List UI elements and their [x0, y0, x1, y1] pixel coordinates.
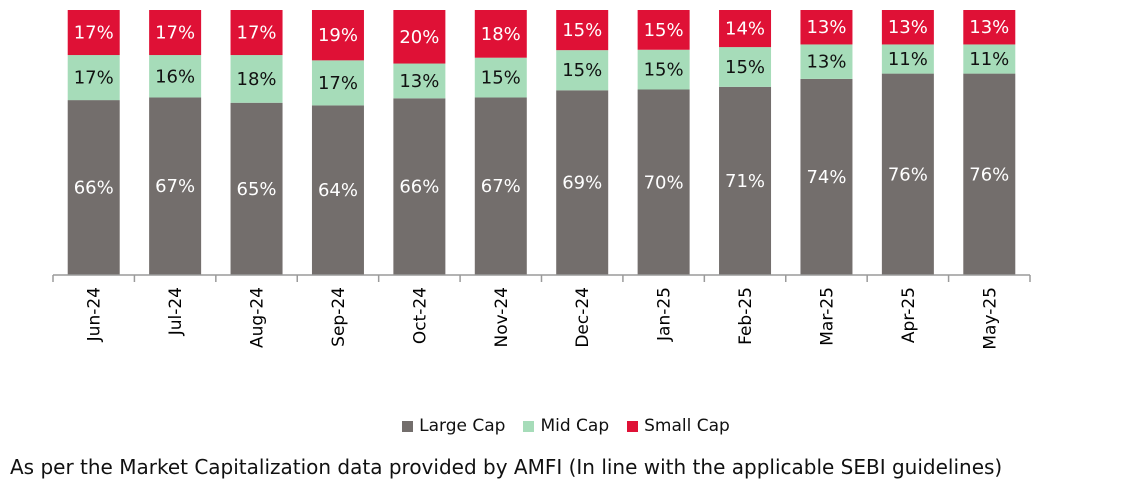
data-label-mid-cap-8: 15%: [725, 57, 765, 78]
bar-mid-cap-2: [230, 55, 283, 103]
data-label-mid-cap-11: 11%: [969, 49, 1009, 70]
data-label-small-cap-3: 19%: [318, 25, 358, 46]
bar-mid-cap-3: [311, 60, 364, 106]
bar-large-cap-2: [230, 102, 283, 275]
bar-mid-cap-10: [881, 44, 934, 74]
data-label-mid-cap-9: 13%: [806, 52, 846, 73]
data-label-small-cap-2: 17%: [237, 23, 277, 44]
data-label-mid-cap-6: 15%: [562, 60, 602, 81]
data-label-large-cap-1: 67%: [155, 176, 195, 197]
x-tick-label-0: Jun-24: [85, 287, 105, 342]
legend-swatch-small-cap: [627, 420, 639, 432]
bar-mid-cap-8: [719, 47, 772, 87]
x-tick-label-2: Aug-24: [248, 287, 268, 348]
data-label-mid-cap-1: 16%: [155, 66, 195, 87]
bar-large-cap-11: [963, 73, 1016, 275]
x-tick-label-5: Nov-24: [492, 287, 512, 348]
bar-large-cap-6: [556, 90, 609, 275]
data-label-large-cap-0: 66%: [74, 178, 114, 199]
data-label-mid-cap-7: 15%: [644, 60, 684, 81]
bar-mid-cap-9: [800, 44, 853, 79]
data-label-mid-cap-0: 17%: [74, 68, 114, 89]
bar-small-cap-0: [67, 10, 120, 56]
bar-small-cap-3: [311, 10, 364, 61]
data-label-large-cap-9: 74%: [806, 167, 846, 188]
bar-small-cap-10: [881, 10, 934, 45]
data-label-large-cap-8: 71%: [725, 171, 765, 192]
data-label-small-cap-4: 20%: [399, 27, 439, 48]
data-label-large-cap-7: 70%: [644, 172, 684, 193]
chart-legend: Large Cap Mid Cap Small Cap: [0, 416, 1132, 436]
footnote: As per the Market Capitalization data pr…: [10, 455, 1003, 479]
bar-small-cap-8: [719, 10, 772, 48]
bar-mid-cap-0: [67, 55, 120, 101]
legend-label-mid-cap: Mid Cap: [540, 416, 610, 436]
bar-small-cap-7: [637, 10, 690, 50]
bar-small-cap-4: [393, 10, 446, 64]
data-label-large-cap-6: 69%: [562, 173, 602, 194]
bar-large-cap-0: [67, 100, 120, 275]
x-tick-label-3: Sep-24: [329, 287, 349, 347]
data-label-small-cap-7: 15%: [644, 20, 684, 41]
data-label-small-cap-8: 14%: [725, 19, 765, 40]
x-tick-label-7: Jan-25: [655, 287, 675, 342]
data-label-small-cap-11: 13%: [969, 17, 1009, 38]
bar-mid-cap-5: [474, 57, 527, 98]
data-label-mid-cap-3: 17%: [318, 73, 358, 94]
data-label-large-cap-5: 67%: [481, 176, 521, 197]
bar-small-cap-5: [474, 10, 527, 58]
stacked-bar-chart: 66% 17% 17% Jun-24 67% 16% 17% Jul-24 65% 18% 17% A…: [52, 10, 1031, 350]
bar-large-cap-3: [311, 105, 364, 276]
data-label-small-cap-1: 17%: [155, 23, 195, 44]
legend-swatch-large-cap: [402, 420, 414, 432]
x-tick-label-6: Dec-24: [573, 287, 593, 348]
data-label-mid-cap-10: 11%: [888, 49, 928, 70]
bar-mid-cap-11: [963, 44, 1016, 74]
data-label-mid-cap-2: 18%: [237, 69, 277, 90]
legend-item-mid-cap: Mid Cap: [523, 416, 609, 436]
x-tick-label-11: May-25: [980, 287, 1000, 350]
x-tick-label-4: Oct-24: [410, 287, 430, 344]
bar-mid-cap-7: [637, 49, 690, 90]
x-tick-label-10: Apr-25: [899, 287, 919, 343]
data-label-small-cap-6: 15%: [562, 20, 602, 41]
x-tick-label-8: Feb-25: [736, 287, 756, 345]
bar-mid-cap-4: [393, 63, 446, 99]
bar-large-cap-1: [149, 97, 202, 275]
data-label-small-cap-10: 13%: [888, 17, 928, 38]
bar-mid-cap-1: [149, 55, 202, 98]
legend-label-large-cap: Large Cap: [419, 416, 506, 436]
data-label-mid-cap-4: 13%: [399, 71, 439, 92]
legend-swatch-mid-cap: [523, 420, 535, 432]
data-label-mid-cap-5: 15%: [481, 68, 521, 89]
data-label-small-cap-9: 13%: [806, 17, 846, 38]
x-tick-label-1: Jul-24: [166, 287, 186, 336]
bar-large-cap-8: [719, 86, 772, 275]
bar-small-cap-2: [230, 10, 283, 56]
legend-item-large-cap: Large Cap: [402, 416, 505, 436]
bar-large-cap-7: [637, 89, 690, 275]
legend-label-small-cap: Small Cap: [644, 416, 730, 436]
bar-large-cap-9: [800, 78, 853, 276]
bar-large-cap-10: [881, 73, 934, 275]
data-label-large-cap-2: 65%: [237, 179, 277, 200]
bar-large-cap-4: [393, 98, 446, 275]
data-label-large-cap-4: 66%: [399, 177, 439, 198]
bar-mid-cap-6: [556, 50, 609, 91]
legend-item-small-cap: Small Cap: [627, 416, 730, 436]
bar-small-cap-1: [149, 10, 202, 56]
data-label-large-cap-10: 76%: [888, 164, 928, 185]
data-label-small-cap-5: 18%: [481, 24, 521, 45]
x-tick-label-9: Mar-25: [817, 287, 837, 346]
bar-small-cap-11: [963, 10, 1016, 45]
data-label-large-cap-3: 64%: [318, 180, 358, 201]
bar-large-cap-5: [474, 97, 527, 275]
data-label-large-cap-11: 76%: [969, 164, 1009, 185]
bar-small-cap-9: [800, 10, 853, 45]
bar-small-cap-6: [556, 10, 609, 51]
data-label-small-cap-0: 17%: [74, 23, 114, 44]
